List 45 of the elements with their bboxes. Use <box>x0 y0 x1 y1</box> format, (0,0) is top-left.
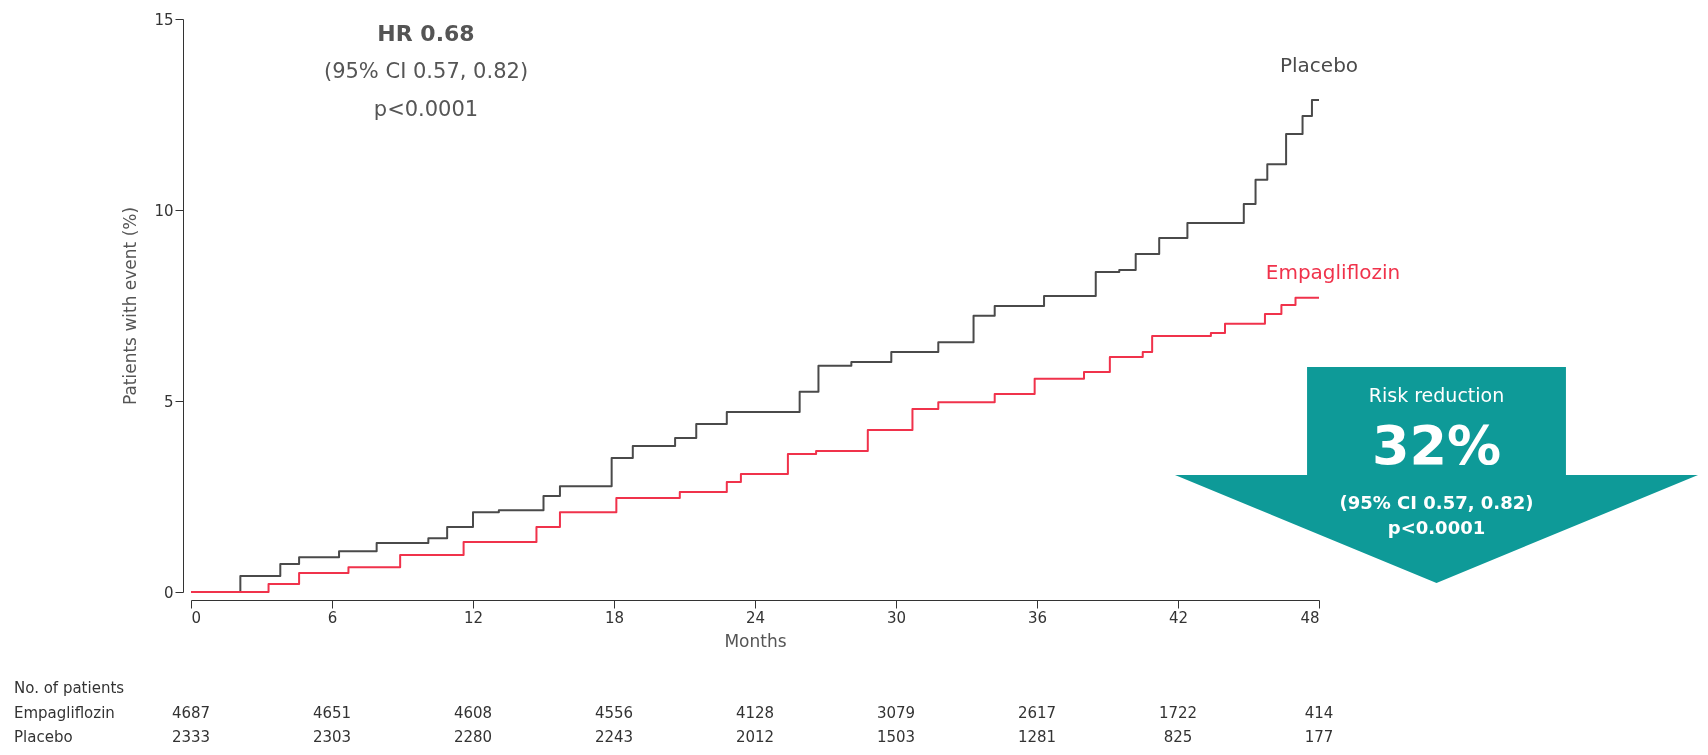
annotation: p<0.0001 <box>373 97 479 121</box>
text: 2303 <box>312 728 352 746</box>
x-tick-label: 12 <box>463 608 484 627</box>
text: 4687 <box>171 704 211 722</box>
text: p<0.0001 <box>1387 517 1486 538</box>
x-tick-label: 30 <box>886 608 907 627</box>
text: 2012 <box>735 728 775 746</box>
text: 2280 <box>453 728 493 746</box>
text: (95% CI 0.57, 0.82) <box>1339 492 1534 513</box>
x-tick-label: 0 <box>191 608 202 627</box>
y-tick-label: 15 <box>154 10 174 29</box>
series-label: Placebo <box>1279 52 1359 77</box>
text: 825 <box>1163 728 1193 746</box>
annotation: (95% CI 0.57, 0.82) <box>323 59 529 83</box>
text: 414 <box>1304 704 1334 722</box>
x-tick-label: 48 <box>1300 608 1320 627</box>
x-tick-label: 36 <box>1027 608 1048 627</box>
x-tick-label: 18 <box>604 608 625 627</box>
x-tick-label: 6 <box>327 608 338 627</box>
text: 32% <box>1371 414 1502 477</box>
y-tick-label: 5 <box>163 392 174 411</box>
text: 1503 <box>876 728 916 746</box>
text: 2333 <box>171 728 211 746</box>
series-label: Empagliflozin <box>1265 259 1401 284</box>
x-tick-label: 24 <box>745 608 766 627</box>
text: 1722 <box>1158 704 1198 722</box>
text: 4608 <box>453 704 493 722</box>
text: 4128 <box>735 704 775 722</box>
text: No. of patients <box>14 679 125 697</box>
annotation: HR 0.68 <box>377 21 475 46</box>
text: 4556 <box>594 704 634 722</box>
y-tick-label: 10 <box>154 201 174 220</box>
text: 4651 <box>312 704 352 722</box>
text: Risk reduction <box>1368 384 1505 406</box>
text: Placebo <box>14 728 73 746</box>
text: Empagliflozin <box>14 704 115 722</box>
text: 3079 <box>876 704 916 722</box>
text: 2617 <box>1017 704 1057 722</box>
text: 177 <box>1304 728 1334 746</box>
x-tick-label: 42 <box>1168 608 1189 627</box>
y-axis-title: Patients with event (%) <box>120 206 141 406</box>
text: 2243 <box>594 728 634 746</box>
text: 1281 <box>1017 728 1057 746</box>
y-tick-label: 0 <box>163 583 174 602</box>
x-axis-title: Months <box>724 630 787 651</box>
